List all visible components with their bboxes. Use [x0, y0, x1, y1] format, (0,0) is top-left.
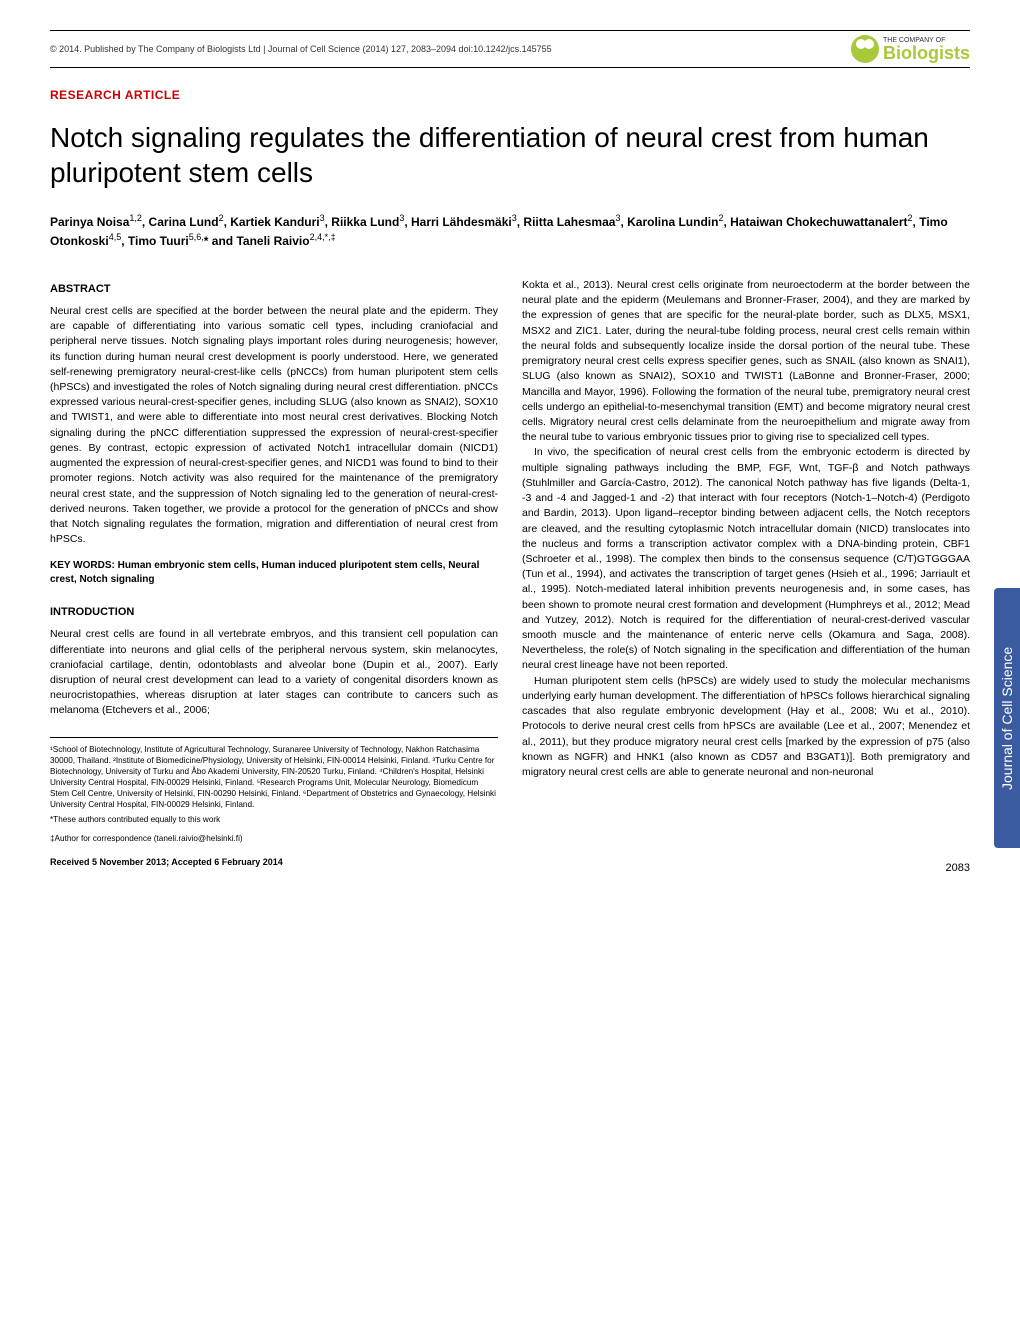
- content-columns: ABSTRACT Neural crest cells are specifie…: [50, 278, 970, 868]
- authors-list: Parinya Noisa1,2, Carina Lund2, Kartiek …: [50, 212, 970, 250]
- logo-icon: [851, 35, 879, 63]
- journal-side-tab: Journal of Cell Science: [994, 588, 1020, 848]
- header-bar: © 2014. Published by The Company of Biol…: [50, 30, 970, 68]
- article-title: Notch signaling regulates the differenti…: [50, 120, 970, 190]
- intro-para-3: In vivo, the specification of neural cre…: [522, 445, 970, 673]
- intro-para-1: Neural crest cells are found in all vert…: [50, 627, 498, 718]
- introduction-heading: INTRODUCTION: [50, 605, 498, 621]
- publisher-logo: THE COMPANY OF Biologists: [851, 35, 970, 63]
- left-column: ABSTRACT Neural crest cells are specifie…: [50, 278, 498, 868]
- intro-para-2: Kokta et al., 2013). Neural crest cells …: [522, 278, 970, 445]
- dates-line: Received 5 November 2013; Accepted 6 Feb…: [50, 856, 498, 868]
- logo-main-text: Biologists: [883, 44, 970, 62]
- affiliations-block: ¹School of Biotechnology, Institute of A…: [50, 737, 498, 869]
- abstract-body: Neural crest cells are specified at the …: [50, 304, 498, 548]
- equal-contribution: *These authors contributed equally to th…: [50, 814, 498, 825]
- intro-para-4: Human pluripotent stem cells (hPSCs) are…: [522, 674, 970, 781]
- abstract-heading: ABSTRACT: [50, 282, 498, 298]
- page-number: 2083: [946, 862, 970, 874]
- affiliations-text: ¹School of Biotechnology, Institute of A…: [50, 744, 498, 810]
- citation-text: © 2014. Published by The Company of Biol…: [50, 44, 552, 54]
- article-type-label: RESEARCH ARTICLE: [50, 88, 970, 102]
- right-column: Kokta et al., 2013). Neural crest cells …: [522, 278, 970, 868]
- correspondence-line: ‡Author for correspondence (taneli.raivi…: [50, 833, 498, 844]
- intro-left: Neural crest cells are found in all vert…: [50, 627, 498, 718]
- intro-right: Kokta et al., 2013). Neural crest cells …: [522, 278, 970, 780]
- keywords-line: KEY WORDS: Human embryonic stem cells, H…: [50, 559, 498, 587]
